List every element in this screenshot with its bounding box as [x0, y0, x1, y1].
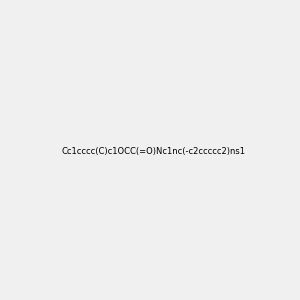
Text: Cc1cccc(C)c1OCC(=O)Nc1nc(-c2ccccc2)ns1: Cc1cccc(C)c1OCC(=O)Nc1nc(-c2ccccc2)ns1 — [62, 147, 246, 156]
